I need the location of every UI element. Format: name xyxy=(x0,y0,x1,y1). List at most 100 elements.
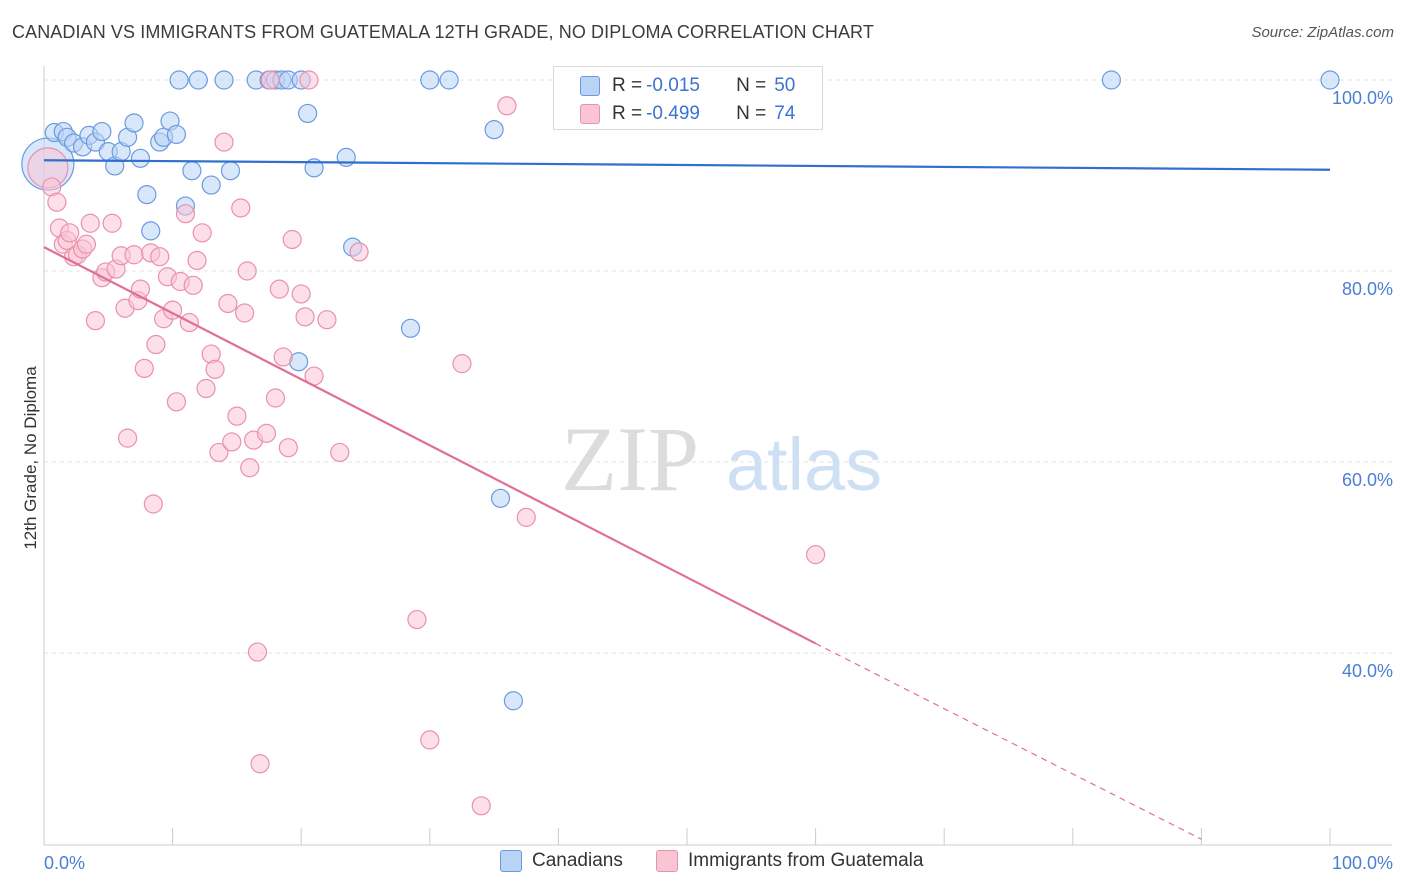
data-point xyxy=(209,442,229,463)
data-point xyxy=(291,284,311,304)
legend-row-guatemala: R = -0.499 N = 74 xyxy=(554,100,795,128)
y-tick-label: 60.0% xyxy=(1342,470,1393,490)
stats-legend: R = -0.015 N = 50 R = -0.499 N = 74 xyxy=(553,66,823,130)
data-point xyxy=(349,242,369,262)
data-point xyxy=(400,318,421,338)
data-point xyxy=(205,359,225,379)
data-point xyxy=(201,175,221,195)
data-point xyxy=(143,494,163,514)
legend-n-label: N = xyxy=(736,75,767,96)
data-point xyxy=(503,691,523,711)
data-point xyxy=(134,358,154,379)
watermark: ZIP atlas xyxy=(561,408,882,510)
series-legend: Canadians Immigrants from Guatemala xyxy=(0,850,1406,878)
legend-swatch-pink xyxy=(656,850,678,872)
data-point xyxy=(85,311,106,331)
legend-n-value: 74 xyxy=(774,103,796,124)
trend-lines xyxy=(43,159,1331,840)
data-point xyxy=(214,70,234,90)
canadians-points xyxy=(21,70,1340,711)
data-point xyxy=(175,204,196,224)
data-point xyxy=(141,221,161,241)
data-point xyxy=(260,70,280,90)
legend-item-guatemala: Immigrants from Guatemala xyxy=(656,850,923,872)
data-point xyxy=(137,185,157,205)
data-point xyxy=(235,303,255,323)
data-point xyxy=(452,354,472,374)
legend-r-value: -0.499 xyxy=(646,103,700,124)
data-point xyxy=(130,148,151,168)
y-tick-label: 100.0% xyxy=(1332,88,1393,108)
data-point xyxy=(407,609,427,630)
legend-swatch-pink xyxy=(580,104,600,124)
data-point xyxy=(218,293,238,314)
data-point xyxy=(150,247,170,267)
data-point xyxy=(237,261,257,281)
data-point xyxy=(227,406,247,426)
watermark-atlas: atlas xyxy=(726,423,882,506)
legend-r-value: -0.015 xyxy=(646,75,700,96)
trend-line-canadians xyxy=(43,159,1331,171)
data-point xyxy=(256,423,277,443)
data-point xyxy=(222,432,242,452)
legend-swatch-blue xyxy=(500,850,522,872)
data-point xyxy=(497,96,517,116)
data-point xyxy=(166,124,187,145)
data-point xyxy=(231,198,251,218)
y-tick-label: 80.0% xyxy=(1342,279,1393,299)
data-point xyxy=(169,70,189,90)
legend-label-canadians: Canadians xyxy=(532,850,623,871)
data-point xyxy=(805,545,826,565)
data-point xyxy=(102,213,122,233)
data-point xyxy=(187,250,207,271)
trend-line-guatemala-extension xyxy=(815,642,1202,840)
data-point xyxy=(336,147,356,167)
chart-title: CANADIAN VS IMMIGRANTS FROM GUATEMALA 12… xyxy=(12,22,874,42)
data-point xyxy=(298,103,318,124)
data-point xyxy=(269,279,289,299)
y-axis-label: 12th Grade, No Diploma xyxy=(21,366,40,550)
data-point xyxy=(182,161,202,181)
data-point xyxy=(484,120,504,140)
data-point xyxy=(188,70,208,90)
data-point xyxy=(330,442,350,463)
data-point xyxy=(192,223,212,243)
data-point xyxy=(282,229,302,250)
data-point xyxy=(92,121,112,142)
data-point xyxy=(60,223,80,243)
data-point xyxy=(220,161,241,181)
data-point xyxy=(273,347,293,367)
guatemala-points xyxy=(27,70,826,816)
data-point xyxy=(490,488,511,508)
source-label: Source: ZipAtlas.com xyxy=(1251,24,1394,41)
data-point xyxy=(295,307,315,327)
data-point xyxy=(439,70,459,90)
data-point xyxy=(250,754,270,774)
data-point xyxy=(240,458,260,478)
data-point xyxy=(196,378,216,399)
data-point xyxy=(420,70,440,90)
data-point xyxy=(265,388,286,408)
data-point xyxy=(1320,70,1340,90)
data-point xyxy=(299,70,319,90)
data-point xyxy=(47,192,67,212)
data-point xyxy=(80,213,100,233)
data-point xyxy=(76,234,97,254)
data-point xyxy=(183,275,203,295)
data-point xyxy=(420,730,440,750)
data-point xyxy=(166,392,187,412)
x-tick-label-min: 0.0% xyxy=(44,853,85,873)
data-point xyxy=(516,507,536,527)
data-point xyxy=(146,334,166,355)
data-point xyxy=(278,438,298,458)
data-point xyxy=(117,428,138,448)
data-point xyxy=(124,113,144,133)
data-point xyxy=(304,158,324,178)
data-point xyxy=(1101,70,1121,90)
data-point xyxy=(317,310,337,330)
watermark-zip: ZIP xyxy=(561,408,699,510)
tick-labels: 100.0% 80.0% 60.0% 40.0% 0.0% 100.0% xyxy=(44,88,1393,873)
data-point xyxy=(214,132,234,152)
y-tick-label: 40.0% xyxy=(1342,661,1393,681)
legend-item-canadians: Canadians xyxy=(500,850,623,872)
